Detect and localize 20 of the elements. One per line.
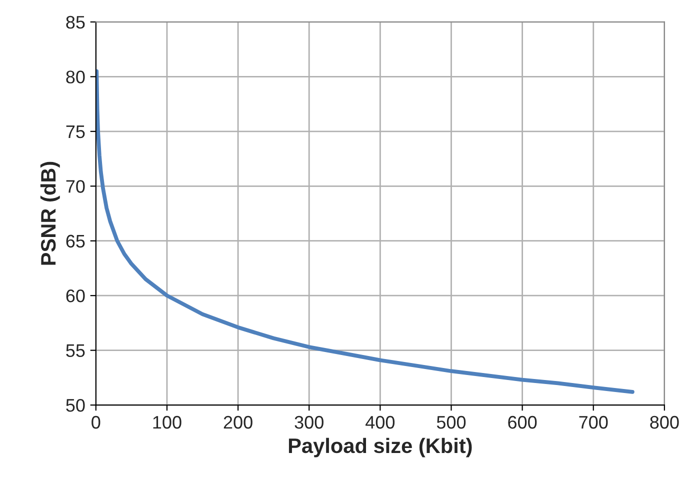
x-tick-label: 500	[436, 416, 466, 429]
x-axis-title: Payload size (Kbit)	[288, 438, 472, 458]
y-tick-label: 70	[66, 180, 85, 193]
y-tick-label: 85	[66, 16, 85, 29]
x-tick-label: 700	[579, 416, 608, 429]
x-tick-label: 800	[650, 416, 679, 429]
x-tick-label: 0	[92, 416, 100, 429]
x-tick-label: 300	[294, 416, 324, 429]
y-tick-label: 55	[66, 344, 85, 358]
y-tick-label: 65	[66, 234, 85, 248]
y-tick-label: 50	[66, 398, 85, 412]
y-axis-title: PSNR (dB)	[40, 162, 60, 265]
x-tick-label: 400	[366, 416, 395, 429]
y-tick-label: 60	[66, 290, 85, 302]
y-tick-label: 75	[66, 126, 85, 138]
x-tick-label: 200	[224, 416, 252, 429]
x-tick-label: 100	[153, 416, 182, 429]
x-tick-label: 600	[508, 416, 537, 429]
y-tick-label: 80	[66, 70, 85, 84]
line-series	[96, 69, 634, 394]
